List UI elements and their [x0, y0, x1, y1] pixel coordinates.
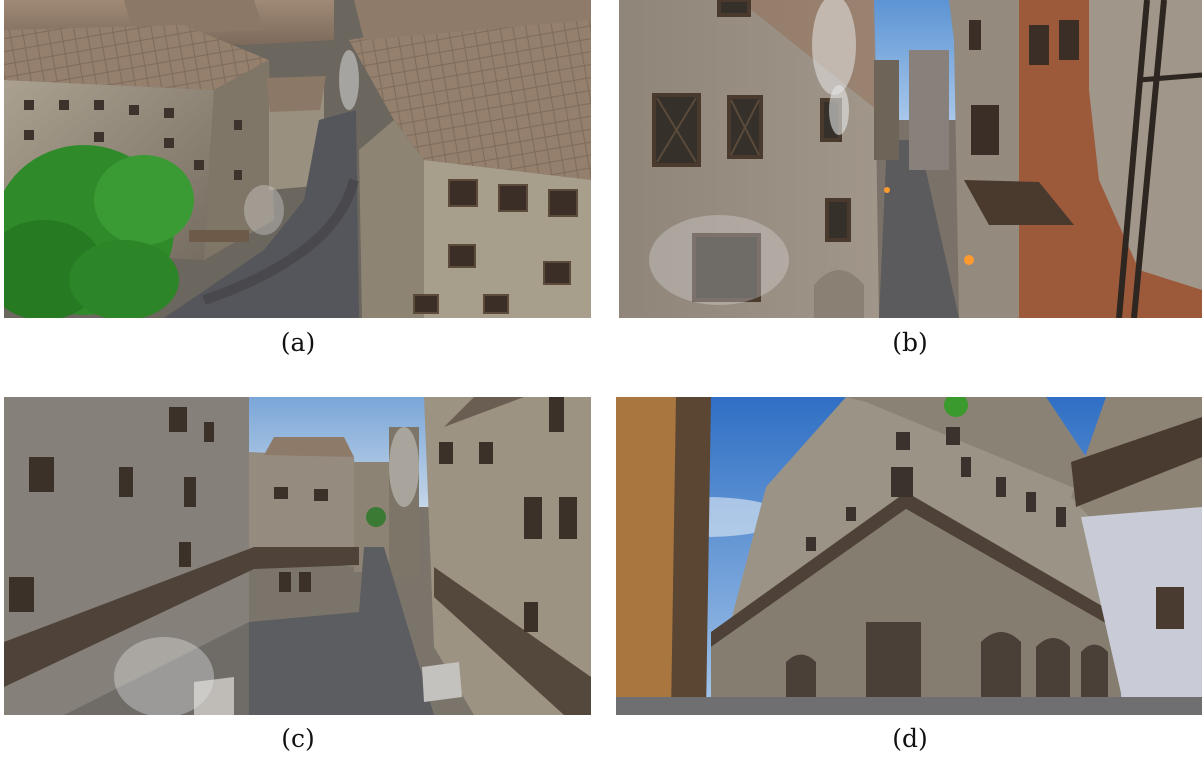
- render-panel-d: [616, 397, 1202, 715]
- render-panel-c: [4, 397, 591, 715]
- caption-a: (a): [280, 328, 316, 357]
- render-panel-b: [619, 0, 1202, 318]
- caption-b: (b): [892, 328, 928, 357]
- render-panel-a: [4, 0, 591, 318]
- caption-d: (d): [892, 724, 928, 753]
- caption-c: (c): [281, 724, 315, 753]
